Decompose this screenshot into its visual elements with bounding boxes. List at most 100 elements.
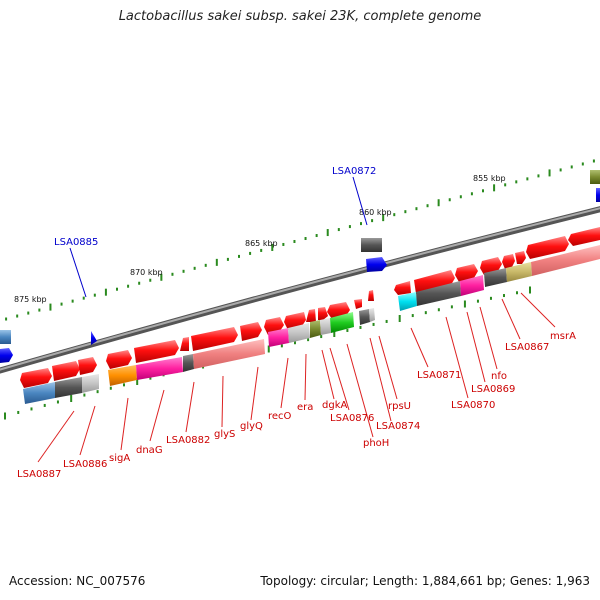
minor-tick <box>393 213 396 217</box>
gene-feature[interactable] <box>20 368 52 388</box>
accession-text: Accession: NC_007576 <box>9 574 146 588</box>
gene-feature[interactable] <box>55 377 82 398</box>
gene-feature[interactable] <box>240 322 262 341</box>
gene-feature[interactable] <box>106 350 132 369</box>
gene-label[interactable]: phoH <box>363 438 389 449</box>
gene-feature[interactable] <box>398 292 417 311</box>
highlight-label[interactable]: LSA0872 <box>332 166 376 177</box>
minor-tick <box>226 257 229 261</box>
minor-tick <box>93 293 96 297</box>
gene-feature[interactable] <box>596 188 600 202</box>
feature-left-steel[interactable] <box>0 330 11 344</box>
gene-feature[interactable] <box>368 290 374 301</box>
gene-feature[interactable] <box>134 340 179 363</box>
gene-feature[interactable] <box>180 337 189 351</box>
gene-feature[interactable] <box>590 170 600 184</box>
scale-label: 865 kbp <box>245 239 278 248</box>
gene-label[interactable]: LSA0869 <box>471 384 515 395</box>
gene-feature[interactable] <box>310 320 321 338</box>
minor-tick <box>476 299 479 303</box>
gene-label[interactable]: LSA0871 <box>417 370 461 381</box>
gene-feature[interactable] <box>502 254 515 269</box>
gene-label[interactable]: dgkA <box>322 400 347 411</box>
gene-feature[interactable] <box>369 308 375 322</box>
minor-tick <box>204 263 207 267</box>
minor-tick <box>448 198 451 202</box>
minor-tick <box>43 403 46 407</box>
minor-tick <box>385 319 388 323</box>
minor-tick <box>282 242 285 246</box>
gene-feature[interactable] <box>414 270 455 294</box>
minor-tick <box>304 237 307 241</box>
gene-label[interactable]: LSA0886 <box>63 459 107 470</box>
feature-left-blue[interactable] <box>0 348 13 363</box>
gene-label[interactable]: recO <box>268 411 292 422</box>
gene-label[interactable]: msrA <box>550 331 576 342</box>
gene-feature[interactable] <box>394 281 411 295</box>
major-tick <box>437 199 440 207</box>
gene-label[interactable]: rpsU <box>388 401 411 412</box>
gene-label[interactable]: dnaG <box>136 445 163 456</box>
gene-feature[interactable] <box>455 264 478 282</box>
gene-label[interactable]: LSA0874 <box>376 421 420 432</box>
feature-LSA0872-gray[interactable] <box>361 238 382 252</box>
gene-label[interactable]: LSA0876 <box>330 413 374 424</box>
gene-feature[interactable] <box>416 281 461 306</box>
minor-tick <box>116 287 118 291</box>
major-tick <box>382 214 385 222</box>
gene-feature[interactable] <box>531 245 600 276</box>
gene-feature[interactable] <box>268 328 289 347</box>
minor-tick <box>293 239 296 243</box>
gene-feature[interactable] <box>568 227 600 246</box>
gene-feature[interactable] <box>191 327 238 351</box>
minor-tick <box>96 390 99 394</box>
major-tick <box>267 345 270 353</box>
gene-feature[interactable] <box>23 382 55 404</box>
gene-feature[interactable] <box>183 354 194 372</box>
gene-feature[interactable] <box>288 323 310 343</box>
gene-label[interactable]: LSA0870 <box>451 400 495 411</box>
minor-tick <box>60 302 63 306</box>
feature-LSA0872-blue[interactable] <box>366 257 387 272</box>
gene-feature[interactable] <box>82 374 99 393</box>
gene-label[interactable]: nfo <box>491 371 507 382</box>
gene-feature[interactable] <box>484 268 507 287</box>
minor-tick <box>415 207 418 211</box>
gene-feature[interactable] <box>460 275 484 296</box>
minor-tick <box>360 222 362 226</box>
gene-label[interactable]: sigA <box>109 453 130 464</box>
gene-feature[interactable] <box>306 309 316 322</box>
gene-feature[interactable] <box>506 262 532 282</box>
gene-feature[interactable] <box>318 307 328 320</box>
gene-feature[interactable] <box>359 309 370 325</box>
gene-label[interactable]: glyS <box>214 429 235 440</box>
gene-feature[interactable] <box>193 339 265 369</box>
major-tick <box>215 258 218 266</box>
minor-tick <box>337 228 340 232</box>
gene-feature[interactable] <box>515 251 526 264</box>
gene-feature[interactable] <box>108 365 137 386</box>
major-tick <box>333 330 336 337</box>
gene-label[interactable]: LSA0882 <box>166 435 210 446</box>
gene-feature[interactable] <box>52 361 80 381</box>
feature-LSA0885[interactable] <box>91 331 97 345</box>
major-tick <box>548 169 551 177</box>
major-tick <box>398 315 401 322</box>
gene-feature[interactable] <box>78 357 97 375</box>
gene-label[interactable]: LSA0887 <box>17 469 61 480</box>
minor-tick <box>315 234 318 238</box>
gene-feature[interactable] <box>354 299 362 309</box>
gene-feature[interactable] <box>320 318 331 335</box>
minor-tick <box>502 294 505 298</box>
gene-label[interactable]: glyQ <box>240 421 263 432</box>
gene-label[interactable]: LSA0867 <box>505 342 549 353</box>
highlight-label[interactable]: LSA0885 <box>54 237 98 248</box>
gene-label[interactable]: era <box>297 402 313 413</box>
gene-feature[interactable] <box>526 236 569 259</box>
gene-feature[interactable] <box>330 312 354 333</box>
minor-tick <box>17 410 20 414</box>
minor-tick <box>82 296 85 300</box>
minor-tick <box>489 296 492 300</box>
gene-feature[interactable] <box>136 357 183 380</box>
